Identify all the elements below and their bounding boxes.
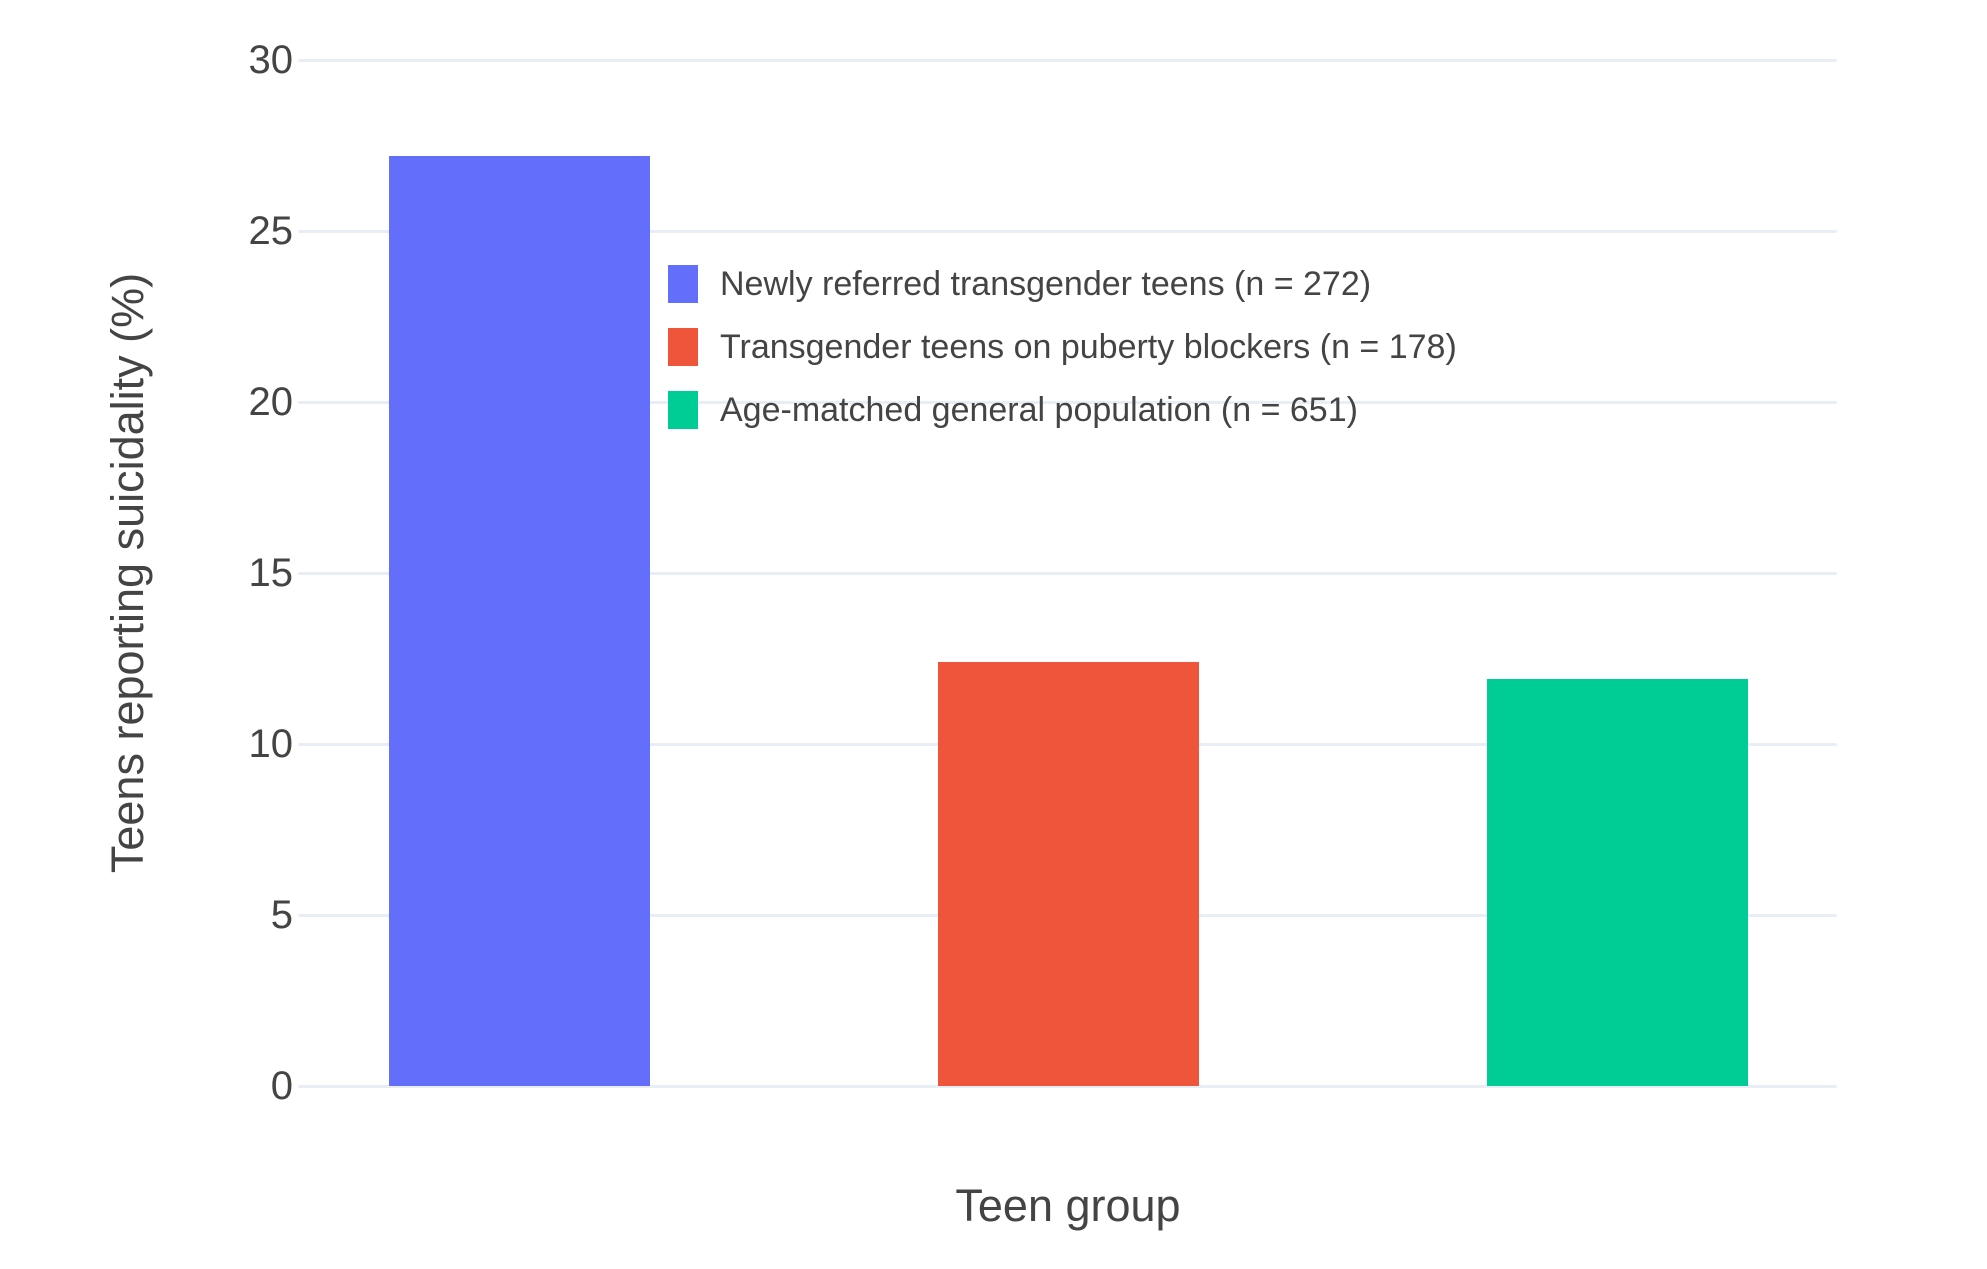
bar-2 [938, 661, 1199, 1086]
y-gridline-20 [298, 401, 1837, 404]
y-tick-label-30: 30 [248, 38, 294, 82]
y-gridline-15 [298, 572, 1837, 575]
legend-swatch-1 [668, 265, 698, 303]
legend-label-1: Newly referred transgender teens (n = 27… [720, 265, 1372, 303]
y-tick-label-15: 15 [248, 551, 294, 595]
legend-swatch-2 [668, 328, 698, 366]
bar-3 [1487, 679, 1748, 1086]
y-gridline-0 [298, 1085, 1837, 1088]
y-tick-label-0: 0 [270, 1064, 293, 1108]
bar-1 [389, 155, 650, 1086]
y-tick-label-25: 25 [248, 209, 294, 253]
y-gridline-25 [298, 230, 1837, 233]
legend-label-3: Age-matched general population (n = 651) [720, 391, 1358, 429]
y-tick-label-10: 10 [248, 722, 294, 766]
y-tick-label-5: 5 [270, 893, 293, 937]
legend-item-3: Age-matched general population (n = 651) [668, 388, 1358, 432]
y-axis-title: Teens reporting suicidality (%) [102, 272, 153, 874]
legend-swatch-3 [668, 391, 698, 429]
x-axis-title: Teen group [955, 1180, 1181, 1231]
legend-label-2: Transgender teens on puberty blockers (n… [720, 328, 1457, 366]
y-tick-label-20: 20 [248, 380, 294, 424]
legend-item-1: Newly referred transgender teens (n = 27… [668, 262, 1371, 306]
y-gridline-30 [298, 59, 1837, 62]
legend-item-2: Transgender teens on puberty blockers (n… [668, 325, 1457, 369]
